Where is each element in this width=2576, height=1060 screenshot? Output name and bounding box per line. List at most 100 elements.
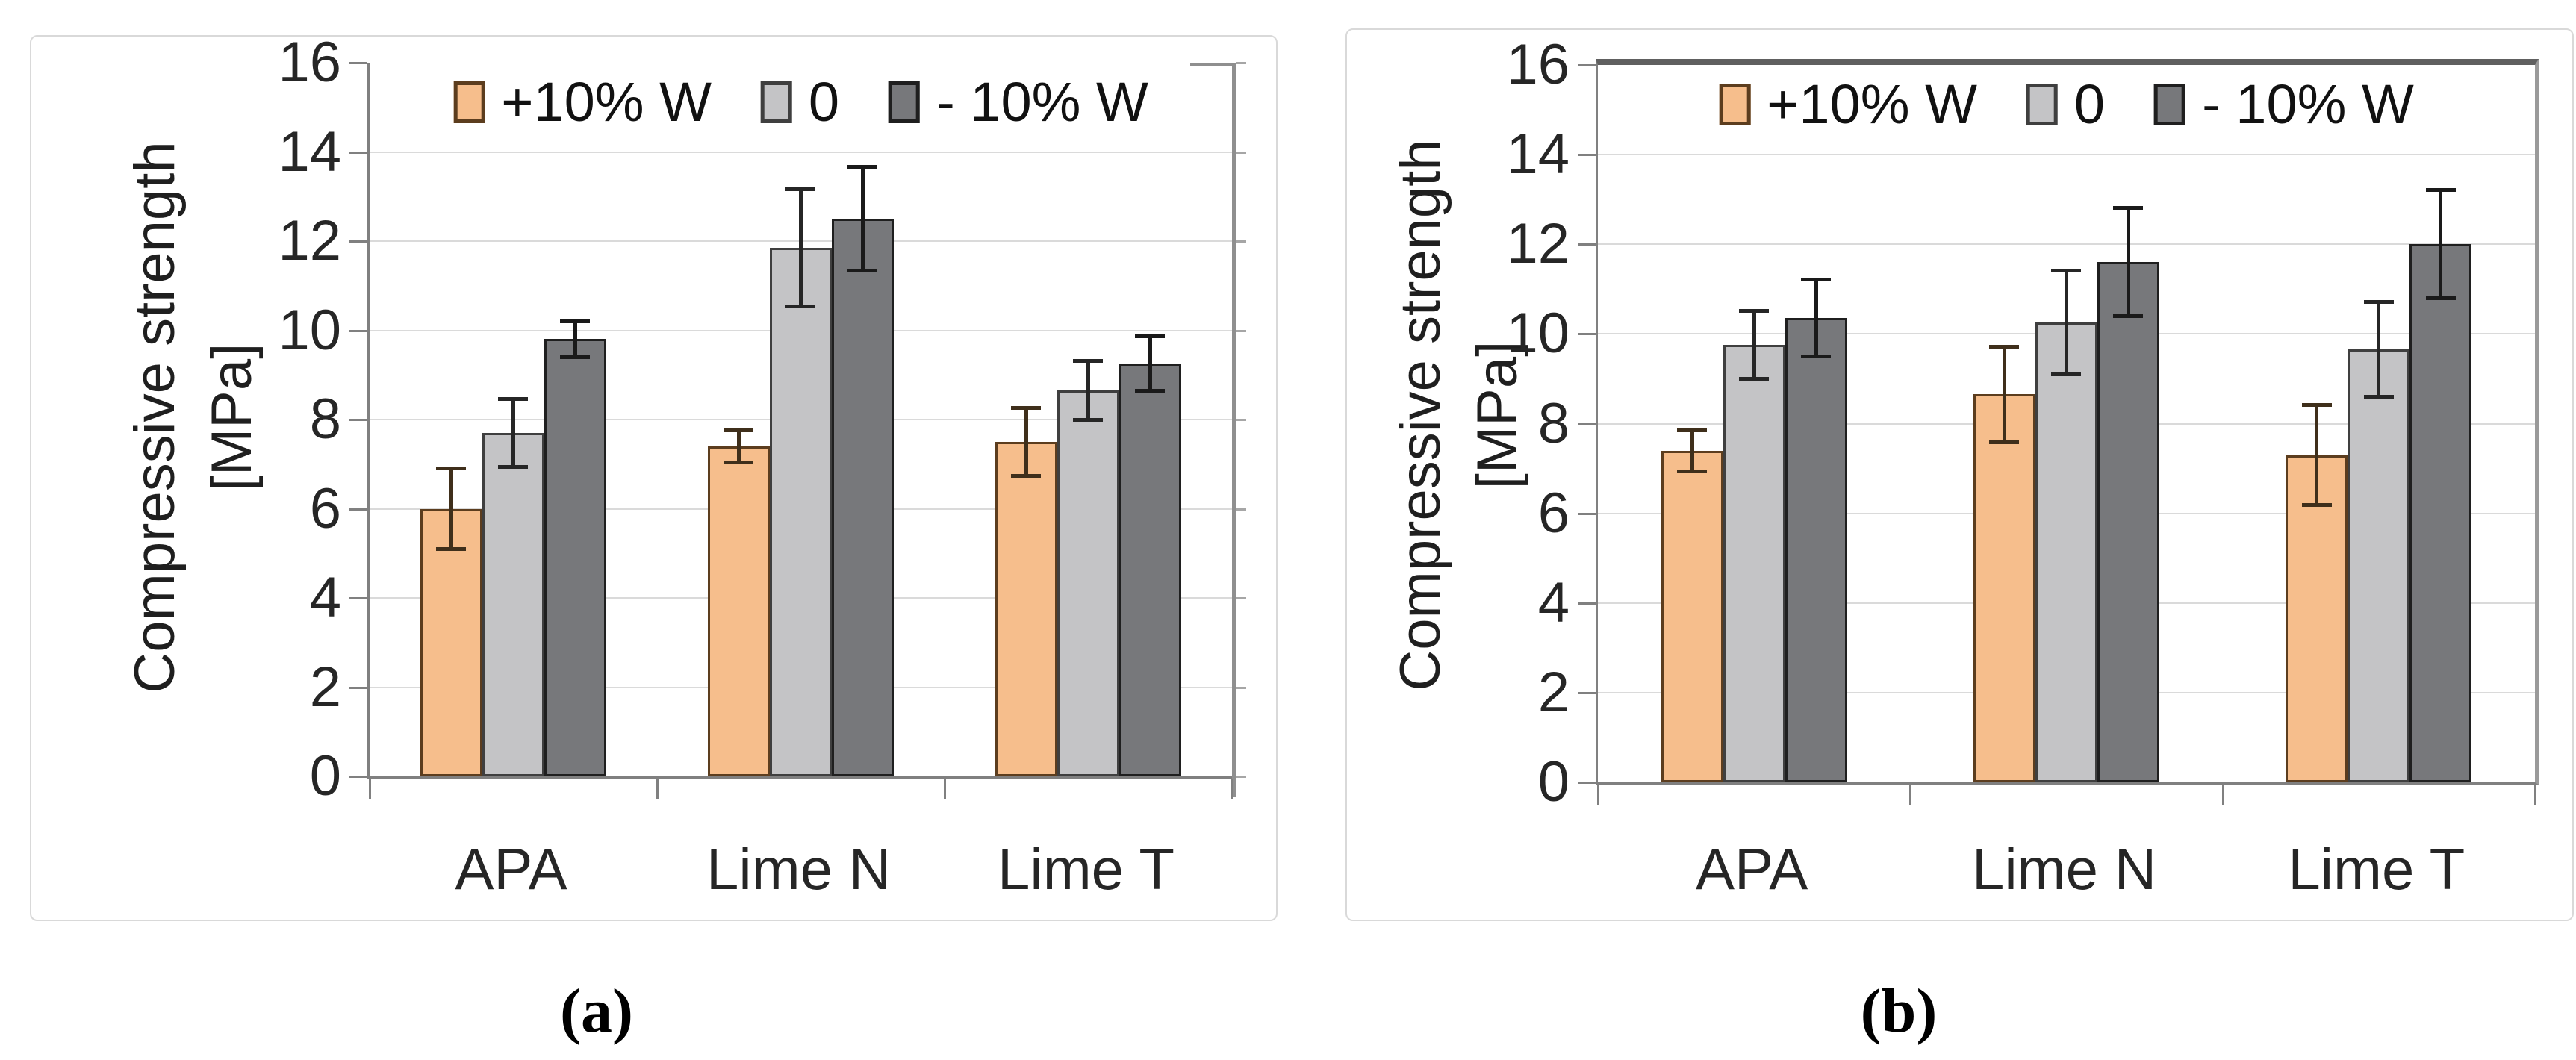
y-axis-tick <box>1578 423 1596 425</box>
error-bar-line <box>1814 278 1818 359</box>
y-tick-label: 12 <box>278 209 341 272</box>
y-tick-label: 10 <box>1506 302 1569 366</box>
bar-slot <box>2286 65 2348 782</box>
x-axis-tick <box>1231 779 1233 799</box>
y-axis-tick <box>349 508 367 511</box>
error-bar-cap-top <box>1135 334 1166 339</box>
y-axis-tick-right <box>1236 419 1246 421</box>
y-axis-tick <box>1578 243 1596 246</box>
bar-slot <box>2097 65 2159 782</box>
error-bar-cap-bottom <box>2051 372 2082 377</box>
legend-swatch <box>453 81 485 123</box>
y-axis-title: Compressive strength [MPa] <box>117 63 264 772</box>
bar <box>482 432 544 776</box>
right-axis-extension <box>1232 776 1236 797</box>
bar-slot <box>1785 65 1847 782</box>
error-bar-cap-top <box>2363 300 2394 305</box>
bar-slot <box>1661 65 1723 782</box>
error-bar-cap-bottom <box>1011 473 1042 478</box>
y-tick-label: 4 <box>309 566 341 629</box>
bar <box>831 219 894 776</box>
legend: +10% W 0 - 10% W <box>1719 72 2414 136</box>
bar-slot <box>769 63 832 776</box>
y-tick-label: 16 <box>278 31 341 94</box>
y-axis-tick <box>1578 512 1596 515</box>
y-tick-label: 8 <box>309 387 341 451</box>
x-axis-tick <box>1909 785 1912 805</box>
y-axis-title: Compressive strength [MPa] <box>1383 60 1529 770</box>
y-tick-label: 6 <box>1537 481 1569 545</box>
error-bar-cap-bottom <box>1989 440 2020 444</box>
error-bar-cap-top <box>1677 428 1708 432</box>
x-category-label: Lime N <box>706 836 892 902</box>
legend-swatch <box>760 81 792 123</box>
bar <box>2035 322 2097 782</box>
error-bar-cap-top <box>2113 206 2144 211</box>
bar-slot <box>544 63 606 776</box>
error-bar-line <box>736 428 741 464</box>
error-bar-cap-bottom <box>2363 395 2394 399</box>
y-tick-label: 6 <box>309 476 341 540</box>
bar-slot <box>1973 65 2035 782</box>
error-bar-line <box>511 397 515 469</box>
caption-a: (a) <box>560 976 633 1046</box>
bar-slot <box>1057 63 1119 776</box>
y-axis-tick-right <box>1236 597 1246 599</box>
y-axis-tick <box>349 686 367 689</box>
error-bar-cap-bottom <box>560 355 591 360</box>
error-bar-line <box>573 319 577 360</box>
y-tick-label: 16 <box>1506 33 1569 96</box>
error-bar-line <box>2377 300 2381 399</box>
bar <box>769 247 832 776</box>
x-category-label: Lime N <box>1971 836 2157 902</box>
error-bar-cap-top <box>1011 406 1042 411</box>
x-category-label: Lime T <box>998 836 1175 902</box>
bar <box>995 441 1057 776</box>
legend-item: +10% W <box>1719 72 1977 136</box>
legend-item: - 10% W <box>2154 72 2414 136</box>
error-bar-cap-top <box>560 319 591 323</box>
error-bar-cap-bottom <box>2301 502 2332 507</box>
bar <box>544 339 606 776</box>
bar <box>1661 450 1723 782</box>
bar-slot <box>2348 65 2410 782</box>
x-category-label: Lime T <box>2288 836 2465 902</box>
y-axis-tick-right <box>1236 686 1246 689</box>
bar <box>1785 318 1847 782</box>
bar-slot <box>1119 63 1181 776</box>
bar <box>2097 262 2159 782</box>
error-bar-cap-bottom <box>1677 469 1708 473</box>
y-axis-tick <box>349 329 367 332</box>
bar <box>707 446 770 776</box>
y-axis-tick <box>1578 333 1596 336</box>
error-bar-cap-top <box>1989 345 2020 349</box>
x-axis-tick <box>656 779 659 799</box>
y-tick-label: 14 <box>1506 122 1569 187</box>
y-axis-tick <box>349 776 367 778</box>
y-tick-label: 10 <box>278 298 341 362</box>
error-bar-cap-top <box>847 165 878 169</box>
plot-area-b: +10% W 0 - 10% W <box>1578 59 2539 805</box>
y-axis-tick <box>1578 602 1596 605</box>
y-tick-label: 2 <box>309 655 341 719</box>
x-axis-category-labels: APA Lime N Lime T <box>1596 835 2533 903</box>
error-bar-cap-bottom <box>498 464 529 469</box>
y-axis-tick <box>349 151 367 154</box>
legend-label: - 10% W <box>2202 73 2414 135</box>
error-bar-cap-bottom <box>785 304 816 308</box>
legend-swatch <box>1719 83 1751 125</box>
y-axis-tick-right <box>1236 508 1246 511</box>
error-bar-cap-bottom <box>724 460 754 464</box>
legend-label: +10% W <box>1767 73 1977 135</box>
error-bar-cap-top <box>2301 403 2332 408</box>
error-bar-cap-bottom <box>1739 377 1770 381</box>
gridline <box>1598 154 2535 156</box>
legend: +10% W 0 - 10% W <box>453 70 1148 134</box>
legend-swatch <box>889 81 921 123</box>
x-axis-tick <box>369 779 371 799</box>
bar <box>2286 455 2348 782</box>
bar-slot <box>2035 65 2097 782</box>
bar <box>1057 390 1119 776</box>
error-bar-cap-top <box>436 466 467 470</box>
bar-group <box>1910 65 2222 782</box>
